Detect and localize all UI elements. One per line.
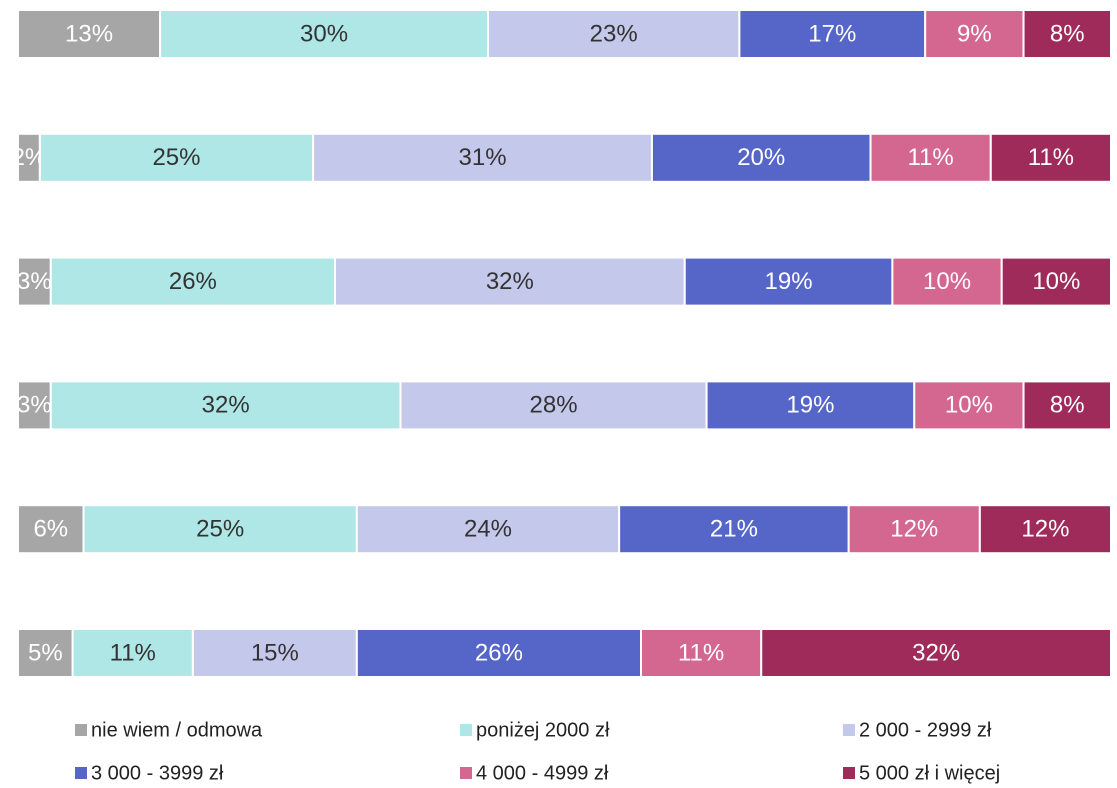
- bar-segment: [17, 380, 52, 431]
- bar-segment: [760, 628, 1112, 678]
- bar-segment: [159, 9, 489, 59]
- bar-segment: [618, 504, 850, 555]
- value-label: 19%: [786, 392, 834, 419]
- legend-swatch: [460, 724, 472, 736]
- value-label: 21%: [710, 516, 758, 543]
- value-label: 32%: [912, 639, 960, 666]
- bar-segment: [17, 504, 85, 555]
- legend-label: 3 000 - 3999 zł: [91, 762, 224, 784]
- bar-segment: [1000, 256, 1113, 307]
- value-label: 32%: [486, 268, 534, 295]
- bar-segment: [191, 628, 358, 678]
- value-label: 10%: [945, 392, 993, 419]
- legend-label: 5 000 zł i więcej: [859, 762, 1000, 784]
- value-label: 24%: [464, 516, 512, 543]
- value-label: 11%: [908, 144, 954, 171]
- value-label: 23%: [590, 20, 638, 47]
- value-label: 26%: [475, 639, 523, 666]
- bar-segment: [924, 9, 1025, 59]
- value-label: 31%: [459, 144, 507, 171]
- value-label: 6%: [33, 516, 68, 543]
- value-label: 5%: [28, 639, 63, 666]
- bar-segment: [49, 256, 336, 307]
- legend-label: 2 000 - 2999 zł: [859, 719, 992, 741]
- bar-segment: [355, 504, 621, 555]
- bar-segment: [333, 256, 686, 307]
- legend-swatch: [843, 724, 855, 736]
- legend-label: nie wiem / odmowa: [91, 719, 263, 741]
- value-label: 30%: [300, 20, 348, 47]
- bar-segment: [17, 628, 74, 678]
- value-label: 25%: [196, 516, 244, 543]
- value-label: 28%: [530, 392, 578, 419]
- bar-segment: [355, 628, 643, 678]
- value-label: 3%: [17, 268, 52, 295]
- value-label: 20%: [737, 144, 785, 171]
- value-label: 3%: [17, 392, 52, 419]
- value-label: 12%: [1021, 516, 1069, 543]
- value-label: 8%: [1050, 20, 1085, 47]
- value-label: 17%: [808, 20, 856, 47]
- legend-swatch: [75, 724, 87, 736]
- bar-segment: [71, 628, 194, 678]
- bar-segment: [650, 132, 872, 183]
- value-label: 9%: [957, 20, 992, 47]
- value-label: 10%: [923, 268, 971, 295]
- value-label: 10%: [1032, 268, 1080, 295]
- legend-swatch: [843, 767, 855, 779]
- value-label: 12%: [890, 516, 938, 543]
- bar-segment: [869, 132, 992, 183]
- bar-segment: [978, 504, 1113, 555]
- bar-segment: [847, 504, 981, 555]
- value-label: 13%: [65, 20, 113, 47]
- bar-segment: [17, 256, 52, 307]
- value-label: 11%: [678, 639, 724, 666]
- value-label: 32%: [202, 392, 250, 419]
- value-label: 8%: [1050, 392, 1085, 419]
- bar-segment: [1022, 9, 1112, 59]
- bar-segment: [17, 9, 162, 59]
- bar-segment: [1022, 380, 1112, 431]
- legend-swatch: [460, 767, 472, 779]
- bar-segment: [312, 132, 653, 183]
- legend-label: 4 000 - 4999 zł: [476, 762, 609, 784]
- value-label: 11%: [1028, 144, 1074, 171]
- value-label: 19%: [765, 268, 813, 295]
- legend-swatch: [75, 767, 87, 779]
- bar-segment: [486, 9, 741, 59]
- bar-segment: [38, 132, 315, 183]
- bar-segment: [989, 132, 1113, 183]
- value-label: 25%: [152, 144, 200, 171]
- value-label: 11%: [110, 639, 156, 666]
- value-label: 26%: [169, 268, 217, 295]
- legend-label: poniżej 2000 zł: [476, 719, 610, 741]
- value-label: 15%: [251, 639, 299, 666]
